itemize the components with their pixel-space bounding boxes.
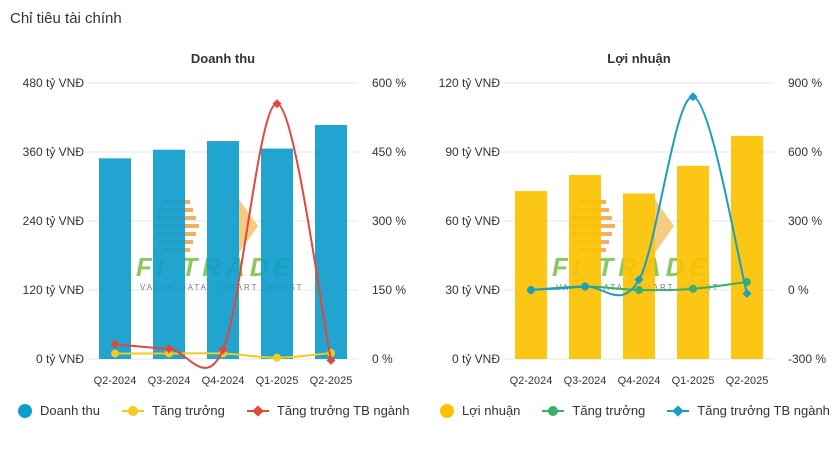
y2-tick-label: 450 %: [372, 145, 406, 159]
bar: [261, 148, 293, 359]
legend-item-profit[interactable]: Lợi nhuận: [440, 403, 520, 418]
legend-label: Tăng trưởng TB ngành: [697, 403, 830, 418]
point: [634, 275, 644, 285]
point: [688, 92, 698, 102]
y2-tick-label: 300 %: [788, 214, 822, 228]
x-tick-label: Q2-2024: [94, 375, 137, 387]
y-tick-label: 240 tỷ VNĐ: [23, 214, 85, 228]
legend-item-revenue[interactable]: Doanh thu: [18, 403, 100, 418]
point: [689, 284, 697, 293]
point: [526, 285, 536, 295]
x-tick-label: Q2-2025: [310, 375, 353, 387]
legend-swatch-growth: [122, 404, 144, 418]
point: [165, 349, 173, 358]
point: [218, 345, 228, 355]
y-tick-label: 120 tỷ VNĐ: [23, 283, 85, 297]
page-title: Chỉ tiêu tài chính: [10, 10, 122, 27]
revenue-legend: Doanh thu Tăng trưởng Tăng trưởng TB ngà…: [18, 403, 432, 418]
y-tick-label: 30 tỷ VNĐ: [445, 283, 500, 297]
legend-label: Tăng trưởng: [152, 403, 225, 418]
bar: [153, 149, 185, 359]
profit-chart: Lợi nhuận 0 tỷ VNĐ 30 tỷ VNĐ 60 tỷ VNĐ 90 tỷ…: [439, 51, 827, 387]
y-tick-label: 360 tỷ VNĐ: [23, 145, 85, 159]
bar: [207, 141, 239, 359]
legend-swatch-growth: [542, 404, 565, 418]
bar: [569, 175, 601, 359]
x-tick-label: Q2-2025: [726, 375, 769, 387]
bar: [315, 124, 347, 359]
y2-tick-label: -300 %: [788, 352, 826, 366]
point: [272, 99, 282, 109]
legend-item-growth[interactable]: Tăng trưởng: [122, 403, 225, 418]
profit-legend: Lợi nhuận Tăng trưởng Tăng trưởng TB ngà…: [440, 403, 832, 418]
point: [635, 286, 643, 294]
revenue-chart: Doanh thu 0 tỷ VNĐ 120 tỷ VNĐ 240 tỷ VNĐ 360…: [23, 51, 407, 387]
bar: [731, 135, 763, 359]
x-tick-label: Q2-2024: [510, 375, 553, 387]
legend-swatch-revenue: [18, 403, 32, 418]
chart-title: Doanh thu: [191, 51, 255, 66]
legend-swatch-industry-growth: [667, 404, 690, 418]
y-tick-label: 120 tỷ VNĐ: [439, 76, 501, 90]
y2-tick-label: 600 %: [372, 76, 406, 90]
legend-label: Tăng trưởng TB ngành: [276, 403, 410, 418]
y2-tick-label: 300 %: [372, 214, 406, 228]
legend-label: Tăng trưởng: [572, 403, 646, 418]
legend-label: Lợi nhuận: [462, 403, 521, 418]
y-tick-label: 0 tỷ VNĐ: [36, 352, 84, 366]
legend-item-industry-growth[interactable]: Tăng trưởng TB ngành: [667, 403, 830, 418]
legend-swatch-industry-growth: [246, 404, 269, 418]
y2-tick-label: 900 %: [788, 76, 822, 90]
y2-tick-label: 0 %: [788, 283, 809, 297]
point: [273, 353, 281, 362]
x-tick-label: Q1-2025: [672, 375, 715, 387]
legend-item-growth[interactable]: Tăng trưởng: [542, 403, 645, 418]
watermark-chevron: [654, 198, 674, 254]
y2-tick-label: 150 %: [372, 283, 406, 297]
x-tick-label: Q4-2024: [202, 375, 245, 387]
y-tick-label: 90 tỷ VNĐ: [445, 145, 500, 159]
point: [326, 355, 336, 365]
x-tick-label: Q4-2024: [618, 375, 661, 387]
chart-title: Lợi nhuận: [607, 51, 670, 66]
y2-tick-label: 0 %: [372, 352, 393, 366]
x-tick-label: Q3-2024: [564, 375, 607, 387]
legend-item-industry-growth[interactable]: Tăng trưởng TB ngành: [246, 403, 410, 418]
y2-tick-label: 600 %: [788, 145, 822, 159]
legend-label: Doanh thu: [40, 403, 100, 418]
point: [111, 349, 119, 358]
bar: [99, 158, 131, 359]
y-tick-label: 60 tỷ VNĐ: [445, 214, 500, 228]
point: [580, 282, 590, 292]
y-tick-label: 0 tỷ VNĐ: [452, 352, 500, 366]
point: [110, 339, 120, 349]
point: [164, 344, 174, 354]
x-tick-label: Q3-2024: [148, 375, 191, 387]
bar: [677, 165, 709, 359]
legend-swatch-profit: [440, 403, 454, 418]
x-tick-label: Q1-2025: [256, 375, 299, 387]
bar: [515, 191, 547, 359]
y-tick-label: 480 tỷ VNĐ: [23, 76, 85, 90]
point: [742, 288, 752, 298]
